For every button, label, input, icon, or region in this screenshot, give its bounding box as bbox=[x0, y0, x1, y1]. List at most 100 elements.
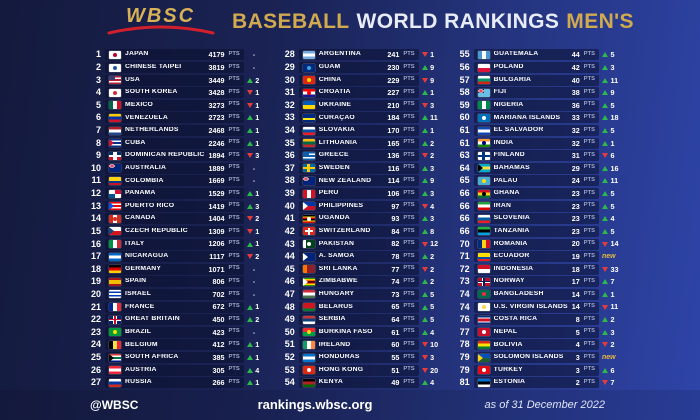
rank-number: 36 bbox=[284, 150, 295, 161]
points-unit: PTS bbox=[403, 290, 415, 297]
country-name: SWITZERLAND bbox=[318, 228, 371, 235]
points-unit: PTS bbox=[583, 277, 595, 284]
country-flag-icon bbox=[109, 303, 121, 312]
country-name: GUATEMALA bbox=[493, 51, 539, 58]
country-band: SERBIA 64 PTS bbox=[298, 314, 419, 326]
points-value: 2246 bbox=[208, 138, 225, 148]
rank-number: 23 bbox=[90, 326, 101, 337]
rank-number: 3 bbox=[95, 74, 101, 85]
points-value: 36 bbox=[571, 100, 580, 110]
rank-down-icon bbox=[421, 355, 428, 361]
country-band: SRI LANKA 77 PTS bbox=[298, 263, 419, 275]
country-band: U.S. VIRGIN ISLANDS 14 PTS bbox=[473, 301, 599, 313]
points-value: 230 bbox=[387, 62, 400, 72]
points-value: 19 bbox=[571, 252, 580, 262]
points-unit: PTS bbox=[403, 265, 415, 272]
country-name: BOLIVIA bbox=[493, 341, 523, 348]
points-unit: PTS bbox=[403, 63, 415, 70]
movement-indicator: 1 bbox=[244, 379, 271, 386]
movement-amount: 1 bbox=[430, 50, 435, 60]
movement-amount: 3 bbox=[255, 151, 260, 161]
ranking-row: 63 FINLAND 31 PTS 6 bbox=[453, 150, 626, 162]
country-flag-icon bbox=[109, 151, 121, 160]
country-flag-icon bbox=[109, 164, 121, 173]
points-value: 3273 bbox=[208, 100, 225, 110]
country-name: IRAN bbox=[493, 202, 512, 209]
country-name: KENYA bbox=[318, 379, 343, 386]
movement-amount: 5 bbox=[610, 189, 615, 198]
ranking-row: 8 CUBA 2246 PTS 1 bbox=[84, 137, 271, 149]
movement-amount: 2 bbox=[430, 252, 435, 262]
rank-number: 34 bbox=[284, 125, 295, 136]
country-flag-icon bbox=[477, 214, 490, 223]
country-name: CURAÇAO bbox=[318, 114, 355, 121]
union-jack-canton-icon bbox=[302, 176, 309, 181]
ranking-row: 73 NORWAY 17 PTS 7 bbox=[453, 276, 626, 288]
country-name: A. SAMOA bbox=[318, 253, 355, 260]
rankings-grid: 1 JAPAN 4179 PTS -2 CHINESE TAIPEI 3819 PTS -3 US… bbox=[84, 49, 626, 389]
points-value: 49 bbox=[391, 378, 400, 388]
country-band: UKRAINE 210 PTS bbox=[298, 99, 419, 111]
rank-number: 14 bbox=[90, 213, 101, 224]
movement-indicator: 1 bbox=[244, 114, 271, 122]
country-flag-icon bbox=[302, 340, 315, 349]
rank-number: 24 bbox=[90, 339, 101, 350]
points-unit: PTS bbox=[228, 101, 240, 108]
movement-amount: 1 bbox=[610, 289, 615, 299]
movement-amount: 1 bbox=[255, 352, 260, 362]
country-name: AUSTRALIA bbox=[125, 164, 167, 171]
rank-number: 47 bbox=[284, 288, 295, 299]
ranking-row: 29 GUAM 230 PTS 9 bbox=[278, 62, 446, 74]
rank-down-icon bbox=[421, 102, 428, 108]
movement-indicator: 1 bbox=[599, 139, 626, 147]
points-unit: PTS bbox=[403, 50, 415, 57]
rank-up-icon bbox=[421, 279, 428, 285]
movement-amount: 2 bbox=[430, 138, 435, 148]
country-name: AUSTRIA bbox=[125, 366, 157, 373]
points-unit: PTS bbox=[583, 101, 595, 108]
country-name: ESTONIA bbox=[493, 379, 526, 386]
movement-indicator: 1 bbox=[244, 354, 271, 361]
movement-amount: 14 bbox=[610, 239, 619, 249]
ranking-row: 38 NEW ZEALAND 114 PTS 9 bbox=[278, 175, 446, 187]
points-value: 5 bbox=[575, 327, 580, 337]
movement-amount: 1 bbox=[255, 378, 260, 388]
country-flag-icon bbox=[109, 290, 121, 299]
points-value: 2 bbox=[575, 378, 580, 388]
points-value: 18 bbox=[571, 264, 580, 274]
ranking-row: 41 UGANDA 93 PTS 3 bbox=[278, 213, 446, 225]
ranking-row: 48 BELARUS 65 PTS 5 bbox=[278, 301, 446, 313]
points-unit: PTS bbox=[403, 277, 415, 284]
points-unit: PTS bbox=[583, 164, 595, 171]
ranking-row: 21 FRANCE 672 PTS 1 bbox=[84, 301, 271, 313]
country-flag-icon bbox=[302, 240, 315, 249]
ranking-row: 20 ISRAEL 702 PTS - bbox=[84, 288, 271, 301]
movement-amount: 4 bbox=[255, 365, 260, 375]
points-value: 38 bbox=[571, 88, 580, 98]
points-unit: PTS bbox=[403, 341, 415, 347]
points-value: 73 bbox=[391, 289, 400, 299]
rank-down-icon bbox=[246, 102, 253, 108]
title-part-mens: MEN'S bbox=[566, 10, 634, 33]
rank-number: 79 bbox=[459, 364, 470, 375]
rank-up-icon bbox=[602, 115, 608, 121]
points-value: 305 bbox=[212, 365, 225, 375]
country-flag-icon bbox=[302, 227, 315, 236]
ranking-row: 3 USA 3449 PTS 2 bbox=[84, 74, 271, 86]
rank-number: 42 bbox=[284, 225, 295, 236]
ranking-row: 17 NICARAGUA 1117 PTS 2 bbox=[84, 251, 271, 263]
points-unit: PTS bbox=[583, 214, 595, 221]
title-part-world-rankings: WORLD RANKINGS bbox=[356, 10, 560, 33]
rank-number: 4 bbox=[95, 87, 101, 98]
rank-number: 71 bbox=[459, 251, 470, 262]
points-unit: PTS bbox=[403, 114, 415, 121]
country-name: GERMANY bbox=[125, 265, 162, 272]
country-name: CROATIA bbox=[318, 89, 351, 96]
rank-up-icon bbox=[602, 140, 608, 146]
country-flag-icon bbox=[477, 50, 490, 59]
points-unit: PTS bbox=[583, 177, 595, 184]
country-flag-icon bbox=[109, 76, 121, 85]
country-band: RUSSIA 266 PTS bbox=[105, 377, 244, 389]
country-flag-icon bbox=[302, 366, 315, 375]
country-flag-icon bbox=[477, 252, 490, 261]
